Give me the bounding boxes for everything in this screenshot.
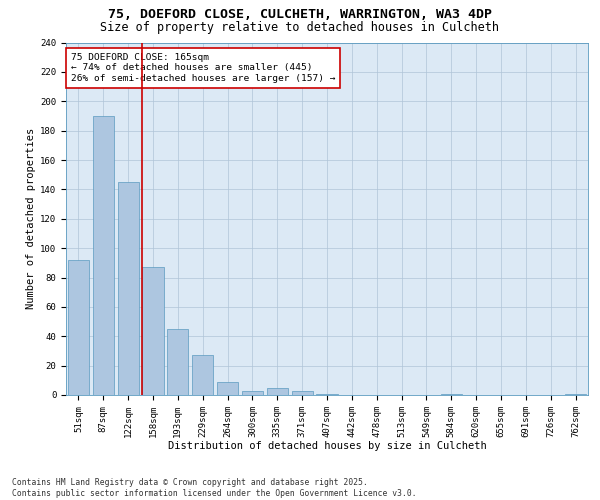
Bar [142,267,164,395]
Bar [242,390,263,395]
Bar [441,394,462,395]
Bar [118,182,139,395]
Bar [316,394,338,395]
Bar [565,394,586,395]
Bar [292,390,313,395]
Text: Size of property relative to detached houses in Culcheth: Size of property relative to detached ho… [101,21,499,34]
Text: 75, DOEFORD CLOSE, CULCHETH, WARRINGTON, WA3 4DP: 75, DOEFORD CLOSE, CULCHETH, WARRINGTON,… [108,8,492,20]
Bar [93,116,114,395]
Bar [192,356,213,395]
Bar [167,329,188,395]
Bar [68,260,89,395]
Bar [217,382,238,395]
Y-axis label: Number of detached properties: Number of detached properties [26,128,36,310]
X-axis label: Distribution of detached houses by size in Culcheth: Distribution of detached houses by size … [167,441,487,451]
Text: Contains HM Land Registry data © Crown copyright and database right 2025.
Contai: Contains HM Land Registry data © Crown c… [12,478,416,498]
Text: 75 DOEFORD CLOSE: 165sqm
← 74% of detached houses are smaller (445)
26% of semi-: 75 DOEFORD CLOSE: 165sqm ← 74% of detach… [71,53,336,83]
Bar [267,388,288,395]
